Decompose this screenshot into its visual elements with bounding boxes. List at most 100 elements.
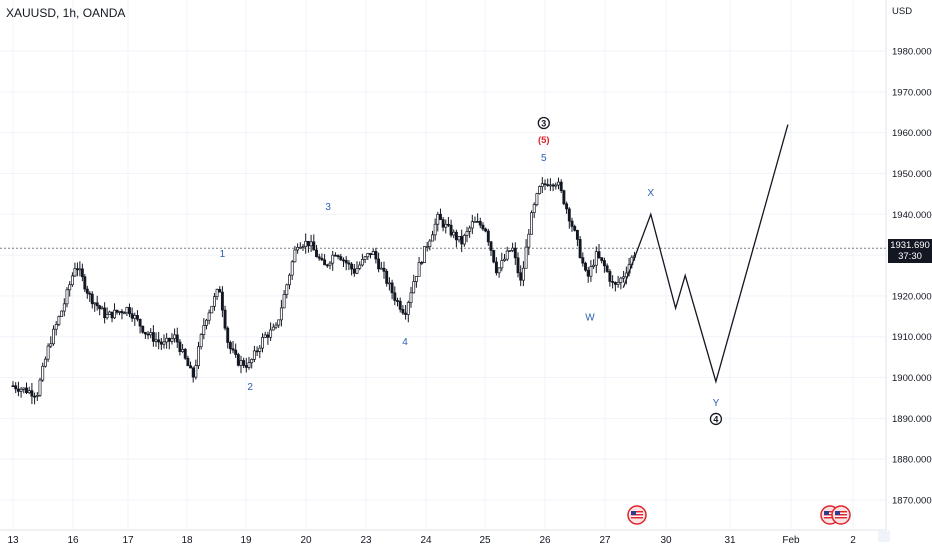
candle-body — [594, 251, 598, 266]
candle-body — [385, 270, 389, 284]
candle-body — [223, 309, 227, 329]
candle-body — [220, 291, 224, 311]
candle-body — [11, 385, 15, 388]
candle-body — [189, 365, 192, 369]
candle-body — [602, 260, 606, 267]
candle-body — [60, 310, 64, 317]
candle-body — [350, 263, 354, 270]
candle-body — [581, 257, 585, 264]
candle-body — [460, 236, 464, 245]
candle-body — [457, 236, 461, 241]
time-axis[interactable]: 13 16 17 18 19 20 23 24 25 26 27 30 31 Feb 2 — [7, 535, 856, 546]
candle-body — [605, 265, 609, 272]
wave-label-circled: 4 — [713, 414, 718, 424]
us-flag-event-icon[interactable] — [831, 505, 851, 525]
candle-body — [352, 268, 356, 274]
candle-body — [298, 246, 302, 249]
candle-body — [16, 388, 20, 392]
candle-body — [244, 365, 248, 368]
candle-body — [396, 300, 399, 302]
us-flag-event-icon[interactable] — [627, 505, 647, 525]
axis-settings-corner[interactable] — [878, 530, 890, 542]
candle-body — [508, 250, 512, 252]
candle-body — [578, 239, 582, 258]
candle-body — [30, 390, 34, 397]
candle-body — [38, 379, 42, 396]
price-axis-currency: USD — [892, 6, 912, 17]
candle-body — [557, 181, 560, 186]
time-tick-label: 30 — [660, 535, 672, 546]
wave-label-circled: 3 — [541, 119, 546, 129]
wave-circle-marker — [537, 116, 550, 130]
candle-body — [258, 347, 262, 352]
candle-body — [530, 212, 533, 235]
candle-body — [296, 246, 300, 251]
candle-body — [138, 318, 142, 327]
candle-body — [210, 305, 214, 314]
candle-body — [274, 324, 278, 328]
candle-body — [68, 284, 72, 291]
candle-body — [14, 385, 18, 390]
candle-body — [151, 332, 155, 342]
candle-body — [535, 193, 539, 205]
candle-body — [186, 357, 190, 367]
candle-body — [130, 313, 134, 319]
candle-body — [290, 261, 294, 276]
candle-body — [105, 314, 109, 319]
candle-body — [454, 231, 458, 241]
candle-body — [513, 247, 517, 259]
elliott-wave-projection-line — [622, 124, 789, 384]
candle-body — [231, 348, 235, 351]
candle-body — [511, 247, 515, 251]
candle-body — [339, 256, 343, 261]
symbol-title[interactable]: XAUUSD, 1h, OANDA — [6, 6, 126, 20]
candle-body — [597, 251, 601, 258]
candle-body — [417, 262, 421, 277]
candle-body — [207, 312, 211, 321]
candle-body — [212, 296, 216, 307]
candle-body — [62, 303, 66, 312]
candle-body — [175, 334, 179, 343]
candle-body — [323, 259, 327, 266]
economic-events[interactable] — [627, 505, 851, 525]
current-price-value: 1931.690 — [890, 240, 930, 251]
candle-body — [41, 365, 45, 381]
candle-body — [431, 234, 434, 242]
candle-body — [538, 186, 542, 194]
candle-body — [70, 275, 74, 286]
candle-body — [255, 350, 259, 353]
candle-body — [433, 223, 437, 236]
candle-body — [27, 390, 31, 394]
time-tick-label: 23 — [360, 535, 372, 546]
candle-body — [570, 220, 574, 227]
candle-body — [462, 235, 466, 245]
candle-body — [546, 184, 550, 186]
candle-body — [178, 341, 182, 352]
candle-body — [85, 288, 89, 294]
candle-body — [478, 221, 482, 226]
candle-body — [282, 294, 286, 309]
candle-body — [444, 223, 448, 228]
candle-body — [271, 326, 275, 331]
price-tick-label: 1880.000 — [892, 455, 932, 466]
price-tick-label: 1950.000 — [892, 169, 932, 180]
candle-body — [128, 307, 131, 315]
candle-body — [377, 258, 381, 270]
candle-body — [73, 268, 77, 277]
candle-body — [83, 276, 87, 290]
candle-body — [197, 346, 200, 367]
candle-body — [423, 246, 426, 264]
wave-labels: 1 2 3 4 5 (5) 3 W X Y 4 — [220, 116, 723, 426]
time-tick-label: 31 — [724, 535, 736, 546]
wave-label: 2 — [247, 382, 253, 393]
time-tick-label: 2 — [850, 535, 856, 546]
candle-body — [118, 311, 121, 313]
candle-body — [414, 275, 418, 282]
candle-body — [379, 267, 383, 270]
candle-body — [133, 315, 137, 319]
candle-body — [35, 395, 39, 397]
candle-body — [236, 354, 240, 366]
candle-body — [149, 332, 153, 336]
